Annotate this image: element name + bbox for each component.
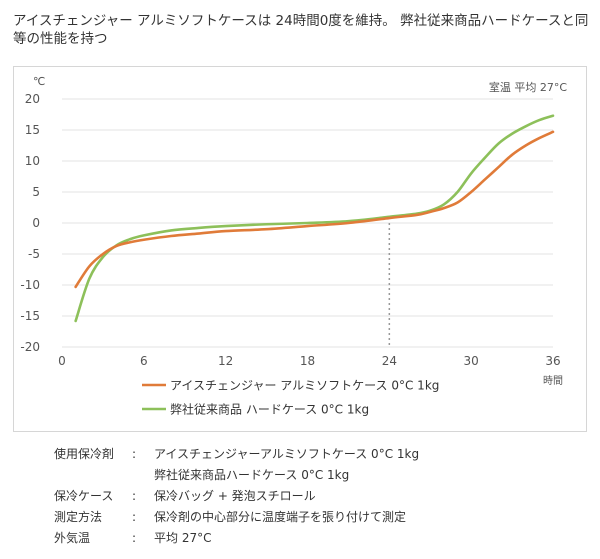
- x-tick-label: 30: [464, 354, 479, 368]
- note-colon: :: [132, 447, 137, 461]
- x-axis-label: 時間: [543, 375, 563, 387]
- x-tick-label: 12: [218, 354, 233, 368]
- note-label: 外気温: [54, 531, 91, 545]
- chart-frame: 20 15 10 5 0 -5 -10 -15 -20 ℃ 0 6 12 18 24 30 36 時間 室温 平均 …: [13, 66, 587, 432]
- note-row: 使用保冷剤 : アイスチェンジャーアルミソフトケース 0°C 1kg 弊社従来商…: [54, 444, 420, 482]
- x-tick-label: 18: [300, 354, 315, 368]
- note-value: アイスチェンジャーアルミソフトケース 0°C 1kg: [154, 447, 420, 461]
- legend-label: アイスチェンジャー アルミソフトケース 0°C 1kg: [170, 379, 439, 393]
- y-tick-label: -15: [20, 309, 40, 323]
- note-label: 測定方法: [54, 510, 103, 524]
- y-axis-unit: ℃: [33, 75, 45, 88]
- headline: アイスチェンジャー アルミソフトケースは 24時間0度を維持。 弊社従来商品ハー…: [13, 13, 589, 47]
- y-tick-label: 15: [25, 123, 40, 137]
- x-tick-label: 0: [58, 354, 66, 368]
- note-row: 測定方法 : 保冷剤の中心部分に温度端子を張り付けて測定: [54, 507, 419, 528]
- note-label: 使用保冷剤: [54, 447, 115, 461]
- note-label: 保冷ケース: [54, 489, 114, 503]
- x-tick-label: 36: [545, 354, 560, 368]
- y-tick-label: -20: [20, 340, 40, 354]
- y-tick-label: -5: [28, 247, 40, 261]
- y-tick-label: 5: [32, 185, 40, 199]
- y-tick-label: 10: [25, 154, 40, 168]
- note-colon: :: [132, 510, 137, 524]
- note-colon: :: [132, 489, 137, 503]
- series-line-alumi-soft-case: [74, 130, 555, 289]
- note-value: 平均 27°C: [154, 531, 212, 545]
- note-row: 外気温 : 平均 27°C: [54, 528, 419, 549]
- line-chart: 20 15 10 5 0 -5 -10 -15 -20 ℃ 0 6 12 18 24 30 36 時間 室温 平均 …: [20, 75, 567, 417]
- y-tick-label: 20: [25, 92, 40, 106]
- x-tick-label: 24: [382, 354, 397, 368]
- note-colon: :: [132, 531, 137, 545]
- series-line-hard-case: [74, 114, 555, 323]
- note-value: 弊社従来商品ハードケース 0°C 1kg: [154, 468, 350, 482]
- y-tick-label: -10: [20, 278, 40, 292]
- legend-label: 弊社従来商品 ハードケース 0°C 1kg: [170, 402, 369, 417]
- y-tick-label: 0: [32, 216, 40, 230]
- note-value: 保冷剤の中心部分に温度端子を張り付けて測定: [154, 510, 407, 524]
- note-value: 保冷バッグ + 発泡スチロール: [154, 489, 316, 503]
- room-temp-annotation: 室温 平均 27°C: [489, 80, 567, 94]
- test-conditions: 使用保冷剤 : アイスチェンジャーアルミソフトケース 0°C 1kg 弊社従来商…: [54, 444, 419, 549]
- note-row: 保冷ケース : 保冷バッグ + 発泡スチロール: [54, 486, 419, 507]
- x-tick-label: 6: [140, 354, 148, 368]
